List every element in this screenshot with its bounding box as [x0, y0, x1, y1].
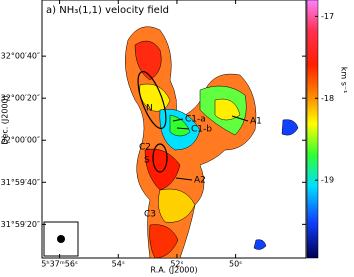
- y-tick-label: 32°00′40″: [1, 52, 40, 61]
- arrows: [172, 115, 249, 181]
- chart-title: a) NH₃(1,1) velocity field: [46, 5, 169, 16]
- y-axis-label: Dec. (J2000): [1, 95, 10, 145]
- colorbar-tick-label: -17: [321, 12, 334, 21]
- annotation: A2: [194, 176, 206, 186]
- x-tick-label: 54ˢ: [112, 260, 125, 269]
- beam: [43, 221, 79, 257]
- annotation: N: [146, 104, 153, 114]
- colorbar-tick-label: -19: [321, 176, 334, 185]
- x-tick-label: 50ˢ: [229, 260, 242, 269]
- x-axis-label: R.A. (J2000): [150, 266, 197, 275]
- annotation: C3: [144, 210, 156, 220]
- annotation: A1: [250, 117, 262, 127]
- y-tick-label: 32°00′20″: [1, 94, 40, 103]
- y-tick-label: 32°00′00″: [1, 136, 40, 145]
- x-tick-label: 52ˢ: [170, 260, 183, 269]
- annotation: C1-a: [185, 115, 206, 125]
- colorbar-label: km s⁻¹: [340, 67, 349, 94]
- colorbar-tick-label: -18: [321, 94, 334, 103]
- annotation: C1-b: [191, 125, 212, 135]
- y-tick-label: 31°59′20″: [1, 220, 40, 229]
- x-tick-label: 5ʰ37ᵐ56ˢ: [41, 260, 78, 269]
- annotation: C2: [139, 143, 151, 153]
- y-tick-label: 31°59′40″: [1, 178, 40, 187]
- emission-map: [124, 26, 299, 259]
- annotation: S: [144, 156, 150, 166]
- colorbar: [306, 0, 319, 259]
